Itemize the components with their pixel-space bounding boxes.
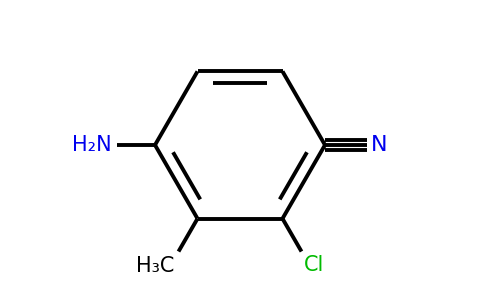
Text: H₃C: H₃C bbox=[136, 256, 175, 275]
Text: N: N bbox=[371, 135, 388, 155]
Text: H₂N: H₂N bbox=[73, 135, 112, 155]
Text: Cl: Cl bbox=[303, 254, 324, 274]
